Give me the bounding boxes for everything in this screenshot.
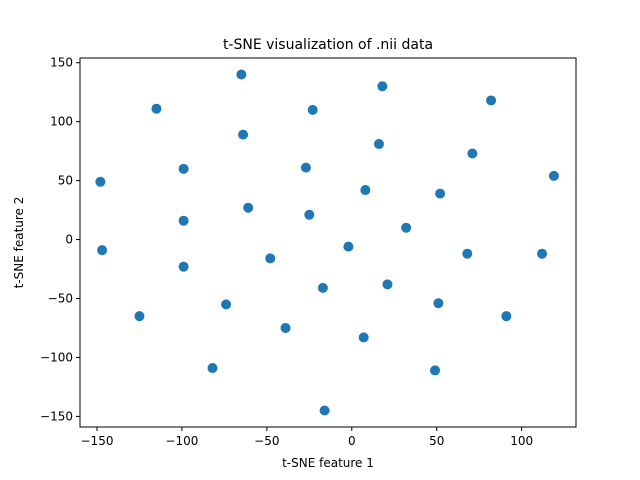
data-point: [178, 163, 189, 174]
data-point: [95, 176, 106, 187]
data-point: [300, 162, 311, 173]
x-tick-label: 0: [348, 434, 356, 448]
data-point: [236, 69, 247, 80]
data-point: [221, 299, 232, 310]
data-point: [207, 363, 218, 374]
data-point: [373, 139, 384, 150]
data-point: [280, 322, 291, 333]
plot-frame: [79, 57, 577, 428]
data-point: [151, 103, 162, 114]
data-point: [486, 95, 497, 106]
data-point: [435, 188, 446, 199]
data-point: [238, 129, 249, 140]
x-tick-label: 50: [429, 434, 444, 448]
y-tick-label: −50: [48, 291, 73, 305]
data-points: [95, 69, 559, 416]
y-tick-label: 100: [50, 115, 73, 129]
data-point: [304, 209, 315, 220]
data-point: [343, 241, 354, 252]
x-tick-label: −50: [254, 434, 279, 448]
data-point: [377, 81, 388, 92]
y-tick-label: 50: [58, 174, 73, 188]
plot-area: [80, 58, 576, 427]
y-tick-label: −150: [40, 409, 73, 423]
chart-title: t-SNE visualization of .nii data: [223, 37, 433, 53]
y-axis-ticks: −150 −100 −50 0 50 100 150: [40, 56, 80, 423]
data-point: [97, 245, 108, 256]
data-point: [319, 405, 330, 416]
data-point: [307, 104, 318, 115]
data-point: [501, 311, 512, 322]
data-point: [537, 248, 548, 259]
data-point: [548, 170, 559, 181]
y-axis-label: t-SNE feature 2: [12, 197, 26, 289]
data-point: [467, 148, 478, 159]
data-point: [358, 332, 369, 343]
data-point: [317, 282, 328, 293]
x-tick-label: 100: [510, 434, 533, 448]
data-point: [430, 365, 441, 376]
data-point: [401, 222, 412, 233]
x-tick-label: −100: [165, 434, 198, 448]
data-point: [265, 253, 276, 264]
y-tick-label: −100: [40, 350, 73, 364]
data-point: [178, 215, 189, 226]
x-axis-label: t-SNE feature 1: [282, 456, 374, 470]
x-tick-label: −150: [81, 434, 114, 448]
x-axis-ticks: −150 −100 −50 0 50 100: [81, 427, 533, 448]
data-point: [134, 311, 145, 322]
y-tick-label: 150: [50, 56, 73, 70]
data-point: [382, 279, 393, 290]
data-point: [360, 185, 371, 196]
data-point: [243, 202, 254, 213]
y-tick-label: 0: [65, 233, 73, 247]
data-point: [178, 261, 189, 272]
data-point: [462, 248, 473, 259]
data-point: [433, 298, 444, 309]
